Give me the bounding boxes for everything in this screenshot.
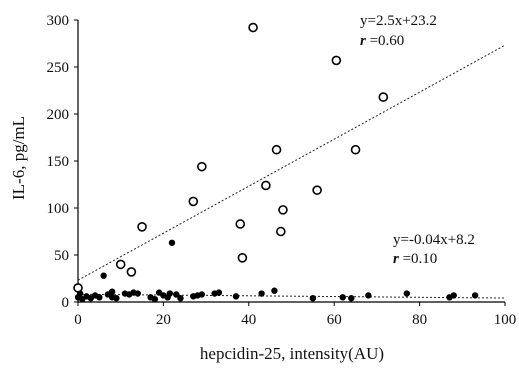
data-points: [73, 22, 479, 303]
open-data-point: [197, 161, 207, 172]
x-tick-label: 40: [241, 312, 256, 328]
filled-data-point: [403, 290, 410, 297]
filled-data-point: [100, 272, 107, 279]
series-2-equation: y=-0.04x+8.2: [393, 232, 475, 248]
filled-data-point: [173, 291, 180, 298]
x-tick-label: 20: [156, 312, 171, 328]
y-axis-title: IL-6, pg/mL: [9, 116, 28, 200]
trendlines: [77, 44, 506, 299]
open-data-point: [248, 22, 258, 33]
x-tick-label: 60: [327, 312, 342, 328]
open-data-point: [278, 205, 288, 215]
axes: [74, 19, 506, 306]
filled-data-point: [76, 290, 84, 297]
filled-data-point: [113, 295, 120, 302]
filled-data-point: [258, 290, 265, 297]
series-2-r-symbol: r: [393, 251, 399, 267]
series-1-correlation: r =0.60: [360, 33, 404, 49]
x-tick-label: 80: [412, 312, 427, 328]
filled-data-point: [471, 292, 479, 299]
trendline-series-1: [77, 44, 506, 281]
filled-data-point: [134, 290, 141, 297]
y-tick-label: 100: [47, 201, 70, 217]
series-2-correlation: r =0.10: [393, 251, 437, 267]
open-data-point: [115, 259, 126, 270]
x-tick-label: 100: [494, 312, 517, 328]
series-2-r-value: =0.10: [399, 251, 437, 267]
filled-data-point: [168, 239, 176, 246]
filled-data-point: [215, 289, 223, 296]
series-1-r-value: =0.60: [366, 33, 404, 49]
y-tick-label: 250: [47, 60, 70, 76]
filled-data-point: [348, 295, 355, 302]
trendline-series-2: [77, 293, 506, 299]
open-data-point: [137, 222, 147, 232]
x-tick-labels: 0 20 40 60 80 100: [74, 312, 516, 328]
filled-data-point: [450, 292, 457, 299]
series-1-equation: y=2.5x+23.2: [360, 13, 437, 29]
y-tick-label: 0: [62, 295, 70, 311]
open-data-point: [312, 185, 322, 195]
filled-data-point: [309, 295, 317, 302]
open-data-point: [126, 267, 137, 277]
filled-data-point: [96, 294, 103, 301]
filled-data-point: [339, 294, 346, 301]
series-1-r-symbol: r: [360, 33, 366, 49]
x-tick-label: 0: [74, 312, 82, 328]
y-tick-label: 50: [54, 248, 69, 264]
filled-data-point: [271, 287, 278, 294]
filled-data-point: [365, 292, 372, 299]
filled-data-point: [108, 288, 116, 295]
y-tick-label: 200: [47, 107, 70, 123]
y-tick-label: 150: [47, 154, 70, 170]
open-data-point: [237, 253, 248, 263]
filled-data-point: [232, 293, 240, 300]
open-data-point: [261, 180, 271, 191]
filled-data-point: [198, 291, 206, 298]
filled-data-point: [166, 290, 174, 297]
filled-data-point: [177, 295, 184, 302]
x-axis-title: hepcidin-25, intensity(AU): [200, 344, 384, 363]
open-data-point: [350, 144, 361, 155]
filled-data-point: [151, 295, 159, 303]
y-tick-labels: 0 50 100 150 200 250 300: [47, 13, 70, 311]
open-data-point: [188, 196, 199, 207]
open-data-point: [271, 144, 282, 155]
open-data-point: [276, 226, 286, 237]
open-data-point: [331, 55, 342, 66]
y-tick-label: 300: [47, 13, 70, 29]
open-data-point: [378, 92, 389, 102]
open-data-point: [235, 219, 246, 229]
